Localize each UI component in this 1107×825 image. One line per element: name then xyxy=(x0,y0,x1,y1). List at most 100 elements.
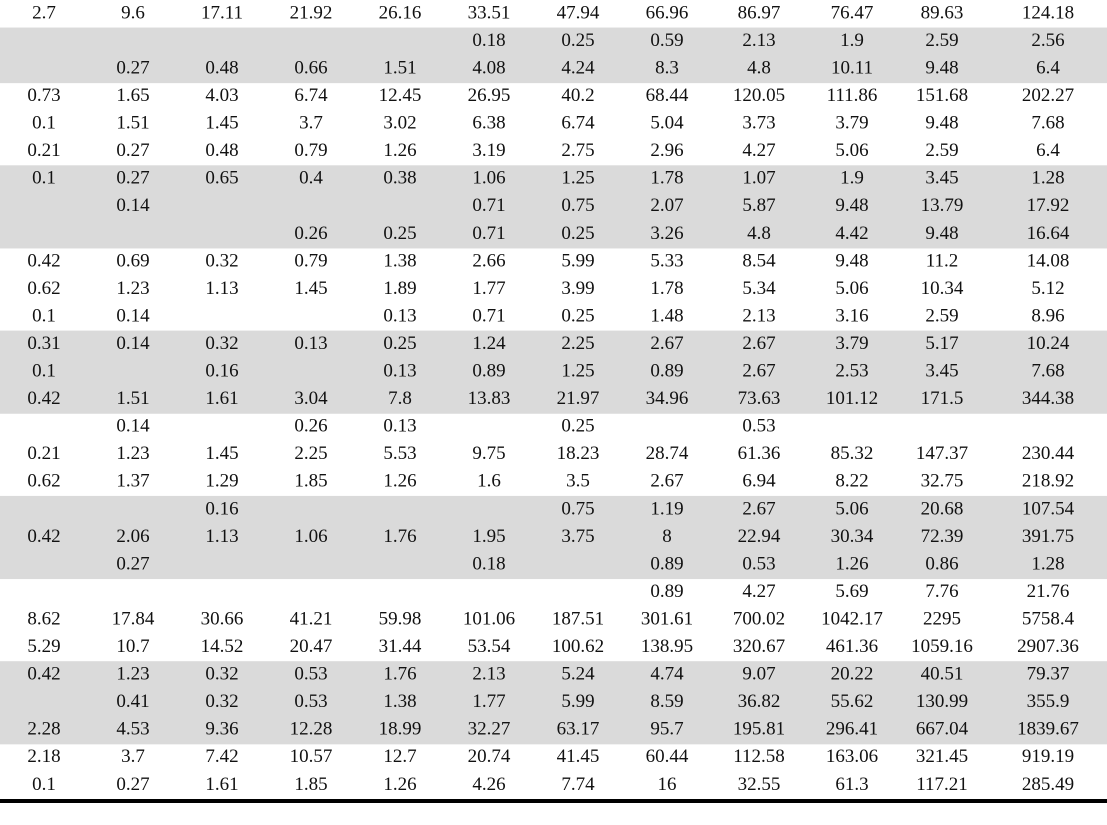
cell: 0.25 xyxy=(383,333,416,354)
cell: 4.26 xyxy=(472,774,505,795)
cell: 72.39 xyxy=(921,526,964,547)
cell: 36.82 xyxy=(738,691,781,712)
cell: 1.19 xyxy=(650,498,683,519)
cell: 111.86 xyxy=(827,85,878,106)
cell: 6.74 xyxy=(561,113,595,134)
cell: 63.17 xyxy=(557,719,600,740)
cell: 138.95 xyxy=(641,636,693,657)
cell: 18.23 xyxy=(557,443,600,464)
cell: 1.23 xyxy=(116,443,149,464)
cell: 1.24 xyxy=(472,333,506,354)
cell: 301.61 xyxy=(641,608,693,629)
cell: 53.54 xyxy=(468,636,511,657)
cell: 4.24 xyxy=(561,57,595,78)
shaded-row xyxy=(0,495,1107,524)
cell: 55.62 xyxy=(831,691,874,712)
cell: 4.8 xyxy=(747,57,771,78)
cell: 4.42 xyxy=(835,223,868,244)
cell: 919.19 xyxy=(1022,746,1074,767)
cell: 3.45 xyxy=(925,361,958,382)
cell: 0.89 xyxy=(650,581,683,602)
cell: 9.48 xyxy=(925,57,958,78)
cell: 3.99 xyxy=(561,278,594,299)
cell: 13.83 xyxy=(468,388,511,409)
cell: 1.51 xyxy=(116,388,149,409)
cell: 117.21 xyxy=(916,774,968,795)
cell: 7.76 xyxy=(925,581,958,602)
cell: 2.13 xyxy=(742,30,775,51)
cell: 9.48 xyxy=(835,195,868,216)
shaded-row xyxy=(0,358,1107,387)
cell: 20.47 xyxy=(290,636,333,657)
cell: 86.97 xyxy=(738,2,781,23)
cell: 0.53 xyxy=(742,553,775,574)
bottom-rule xyxy=(0,799,1107,803)
cell: 1.78 xyxy=(650,168,683,189)
cell: 321.45 xyxy=(916,746,968,767)
cell: 1.28 xyxy=(1031,553,1064,574)
cell: 7.8 xyxy=(388,388,412,409)
cell: 8.96 xyxy=(1031,305,1064,326)
cell: 17.84 xyxy=(112,608,155,629)
cell: 151.68 xyxy=(916,85,968,106)
cell: 4.53 xyxy=(116,719,149,740)
cell: 0.27 xyxy=(116,168,149,189)
cell: 10.11 xyxy=(831,57,873,78)
cell: 9.48 xyxy=(925,113,958,134)
cell: 66.96 xyxy=(646,2,689,23)
cell: 0.26 xyxy=(294,223,327,244)
cell: 34.96 xyxy=(646,388,689,409)
shaded-row xyxy=(0,661,1107,690)
cell: 2907.36 xyxy=(1017,636,1079,657)
cell: 0.25 xyxy=(561,30,594,51)
cell: 7.42 xyxy=(205,746,238,767)
cell: 1.61 xyxy=(205,774,238,795)
cell: 2.59 xyxy=(925,140,958,161)
cell: 33.51 xyxy=(468,2,511,23)
cell: 195.81 xyxy=(733,719,785,740)
cell: 32.27 xyxy=(468,719,511,740)
cell: 10.7 xyxy=(116,636,149,657)
cell: 0.42 xyxy=(27,388,60,409)
cell: 0.32 xyxy=(205,333,238,354)
cell: 0.1 xyxy=(32,113,56,134)
cell: 2.18 xyxy=(27,746,60,767)
cell: 1.51 xyxy=(383,57,416,78)
cell: 101.06 xyxy=(463,608,515,629)
cell: 10.57 xyxy=(290,746,333,767)
cell: 0.53 xyxy=(294,664,327,685)
cell: 0.65 xyxy=(205,168,238,189)
cell: 3.79 xyxy=(835,333,868,354)
cell: 6.38 xyxy=(472,113,505,134)
cell: 2.67 xyxy=(650,333,683,354)
cell: 68.44 xyxy=(646,85,689,106)
cell: 2.67 xyxy=(742,333,775,354)
cell: 3.16 xyxy=(835,305,868,326)
cell: 2.13 xyxy=(742,305,775,326)
cell: 0.31 xyxy=(27,333,60,354)
shaded-row xyxy=(0,220,1107,249)
cell: 202.27 xyxy=(1022,85,1074,106)
cell: 9.48 xyxy=(925,223,958,244)
cell: 4.27 xyxy=(742,581,775,602)
cell: 700.02 xyxy=(733,608,785,629)
cell: 3.73 xyxy=(742,113,775,134)
cell: 1.28 xyxy=(1031,168,1064,189)
cell: 1.77 xyxy=(472,278,505,299)
cell: 0.27 xyxy=(116,774,149,795)
cell: 3.26 xyxy=(650,223,683,244)
cell: 1.06 xyxy=(472,168,505,189)
cell: 147.37 xyxy=(916,443,968,464)
cell: 41.21 xyxy=(290,608,333,629)
cell: 218.92 xyxy=(1022,471,1074,492)
cell: 0.75 xyxy=(561,498,594,519)
cell: 1.26 xyxy=(383,140,416,161)
cell: 0.14 xyxy=(116,333,150,354)
cell: 112.58 xyxy=(733,746,785,767)
cell: 73.63 xyxy=(738,388,781,409)
shaded-row xyxy=(0,192,1107,221)
cell: 4.74 xyxy=(650,664,684,685)
cell: 2.67 xyxy=(742,498,775,519)
cell: 130.99 xyxy=(916,691,968,712)
cell: 31.44 xyxy=(379,636,422,657)
